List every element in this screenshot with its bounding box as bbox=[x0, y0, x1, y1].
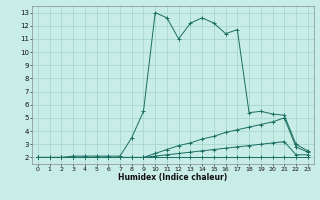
X-axis label: Humidex (Indice chaleur): Humidex (Indice chaleur) bbox=[118, 173, 228, 182]
